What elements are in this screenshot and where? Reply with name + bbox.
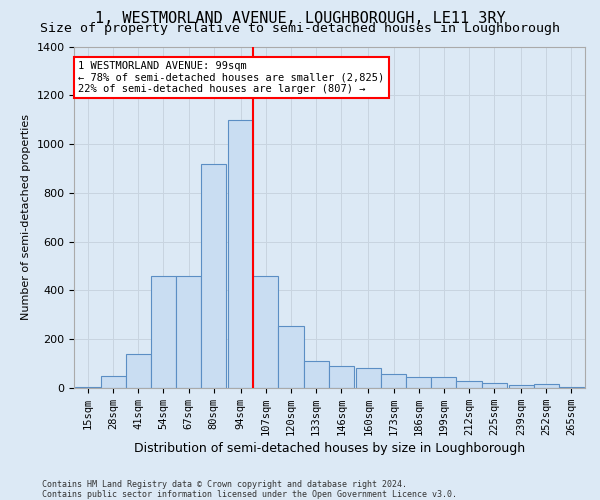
Bar bbox=[76, 386, 101, 388]
Bar bbox=[253, 276, 278, 388]
Bar bbox=[431, 377, 457, 388]
Bar bbox=[228, 120, 253, 388]
Bar bbox=[457, 380, 482, 388]
Text: 1 WESTMORLAND AVENUE: 99sqm
← 78% of semi-detached houses are smaller (2,825)
22: 1 WESTMORLAND AVENUE: 99sqm ← 78% of sem… bbox=[78, 61, 385, 94]
Bar bbox=[356, 368, 381, 388]
Bar bbox=[381, 374, 406, 388]
Bar bbox=[151, 276, 176, 388]
Bar bbox=[329, 366, 354, 388]
Bar bbox=[482, 383, 506, 388]
Bar bbox=[304, 361, 329, 388]
Text: Size of property relative to semi-detached houses in Loughborough: Size of property relative to semi-detach… bbox=[40, 22, 560, 35]
Bar bbox=[406, 377, 431, 388]
Y-axis label: Number of semi-detached properties: Number of semi-detached properties bbox=[21, 114, 31, 320]
Text: Contains HM Land Registry data © Crown copyright and database right 2024.
Contai: Contains HM Land Registry data © Crown c… bbox=[42, 480, 457, 499]
Bar bbox=[101, 376, 125, 388]
Bar bbox=[559, 386, 584, 388]
Bar bbox=[125, 354, 151, 388]
Text: 1, WESTMORLAND AVENUE, LOUGHBOROUGH, LE11 3RY: 1, WESTMORLAND AVENUE, LOUGHBOROUGH, LE1… bbox=[95, 11, 505, 26]
Bar bbox=[534, 384, 559, 388]
Bar bbox=[509, 386, 534, 388]
X-axis label: Distribution of semi-detached houses by size in Loughborough: Distribution of semi-detached houses by … bbox=[134, 442, 525, 455]
Bar bbox=[176, 276, 201, 388]
Bar bbox=[278, 326, 304, 388]
Bar bbox=[201, 164, 226, 388]
